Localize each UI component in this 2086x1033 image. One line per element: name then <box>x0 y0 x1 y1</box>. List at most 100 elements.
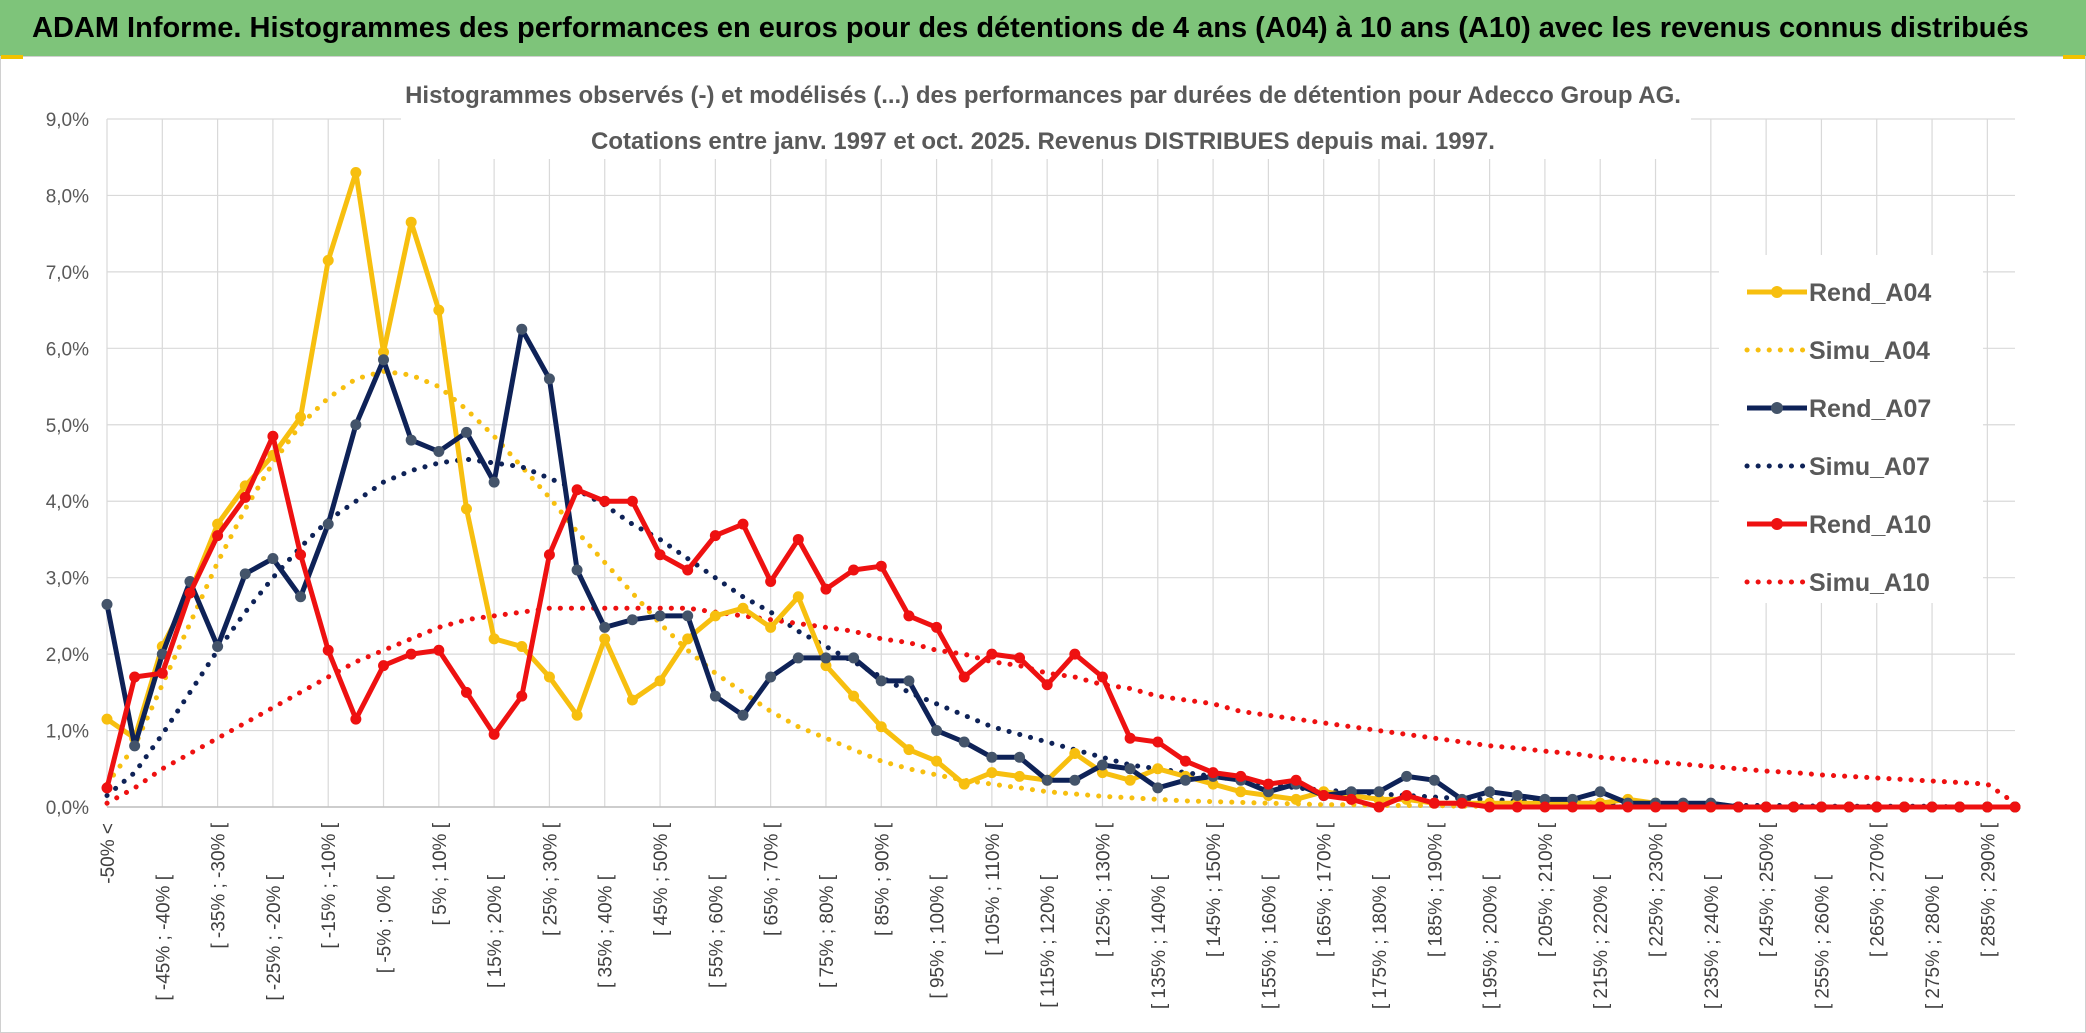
data-point <box>516 690 528 702</box>
corner-mark-left <box>1 55 23 59</box>
series-line <box>104 326 2018 810</box>
histogram-chart: 0,0% 1,0% 2,0% 3,0% 4,0% 5,0% 6,0% 7,0% 8,0% 9,0%… <box>46 79 2021 1009</box>
legend-label: Rend_A07 <box>1809 395 1931 423</box>
legend-marker <box>1771 402 1783 414</box>
legend-item-Rend_A07: Rend_A07 <box>1747 395 1931 423</box>
data-point <box>765 575 777 587</box>
data-point <box>765 671 777 683</box>
y-tick-label: 3,0% <box>46 569 89 590</box>
data-point <box>516 323 528 335</box>
data-point <box>1069 648 1081 660</box>
data-point <box>212 530 224 542</box>
banner-title: ADAM Informe. Histogrammes des performan… <box>0 0 2086 56</box>
data-point <box>1650 801 1662 813</box>
x-tick-label: [ 235% ; 240% [ <box>1702 874 1723 1009</box>
data-point <box>239 491 251 503</box>
data-point <box>1732 801 1744 813</box>
data-point <box>903 610 915 622</box>
x-tick-label: [ 255% ; 260% [ <box>1812 874 1833 1009</box>
data-point <box>848 690 860 702</box>
data-point <box>184 587 196 599</box>
chart-title-background <box>401 79 1691 159</box>
data-point <box>986 751 998 763</box>
data-point <box>101 598 113 610</box>
data-point <box>1484 801 1496 813</box>
data-point <box>1511 790 1523 802</box>
data-point <box>958 778 970 790</box>
data-point <box>378 354 390 366</box>
data-point <box>488 633 500 645</box>
data-point <box>1622 801 1634 813</box>
y-tick-label: 7,0% <box>46 263 89 284</box>
series-Simu_A07 <box>104 456 2018 810</box>
legend-item-Simu_A07: Simu_A07 <box>1744 453 1930 481</box>
data-point <box>1124 732 1136 744</box>
x-tick-label: [ 85% ; 90% [ <box>872 822 893 936</box>
x-tick-label: [ 15% ; 20% [ <box>485 874 506 988</box>
data-point <box>931 725 943 737</box>
data-point <box>1345 793 1357 805</box>
chart-title-line-1: Histogrammes observés (-) et modélisés (… <box>405 82 1681 109</box>
legend-label: Rend_A04 <box>1809 279 1931 307</box>
legend-item-Rend_A04: Rend_A04 <box>1747 279 1931 307</box>
x-tick-label: [ 135% ; 140% [ <box>1149 874 1170 1009</box>
x-tick-label: [ 45% ; 50% [ <box>651 822 672 936</box>
y-tick-label: 8,0% <box>46 186 89 207</box>
x-tick-label: [ 5% ; 10% [ <box>430 822 451 925</box>
data-point <box>737 709 749 721</box>
legend-label: Simu_A10 <box>1809 569 1930 597</box>
data-point <box>405 434 417 446</box>
data-point <box>1152 763 1164 775</box>
x-tick-label: [ 185% ; 190% [ <box>1425 822 1446 957</box>
data-point <box>460 503 472 515</box>
data-point <box>903 744 915 756</box>
data-point <box>295 549 307 561</box>
data-point <box>1705 801 1717 813</box>
data-point <box>1484 786 1496 798</box>
chart-title-line-2: Cotations entre janv. 1997 et oct. 2025.… <box>591 128 1495 155</box>
data-point <box>1843 801 1855 813</box>
legend: Rend_A04 Simu_A04 Rend_A07 Simu_A07 Rend_A10… <box>1744 279 1931 597</box>
data-point <box>654 549 666 561</box>
data-point <box>958 671 970 683</box>
y-tick-labels: 0,0% 1,0% 2,0% 3,0% 4,0% 5,0% 6,0% 7,0% 8,0% 9,0% <box>46 110 89 819</box>
data-point <box>626 495 638 507</box>
data-point <box>543 373 555 385</box>
data-point <box>2009 801 2021 813</box>
data-point <box>1124 763 1136 775</box>
corner-mark-right <box>2063 55 2085 59</box>
data-point <box>1152 782 1164 794</box>
x-tick-label: [ 275% ; 280% [ <box>1923 874 1944 1009</box>
data-point <box>1401 770 1413 782</box>
x-tick-label: [ 265% ; 270% [ <box>1868 822 1889 957</box>
data-point <box>1318 790 1330 802</box>
x-tick-label: [ 125% ; 130% [ <box>1093 822 1114 957</box>
series-line <box>104 605 2018 806</box>
legend-item-Simu_A04: Simu_A04 <box>1744 337 1930 365</box>
data-point <box>322 518 334 530</box>
x-tick-label: [ 75% ; 80% [ <box>817 874 838 988</box>
x-tick-label: [ 115% ; 120% [ <box>1038 874 1059 1007</box>
data-point <box>433 304 445 316</box>
y-tick-label: 5,0% <box>46 416 89 437</box>
data-point <box>626 614 638 626</box>
data-point <box>1401 790 1413 802</box>
data-point <box>1567 801 1579 813</box>
data-point <box>737 518 749 530</box>
x-tick-label: [ 65% ; 70% [ <box>762 822 783 936</box>
data-point <box>709 530 721 542</box>
data-point <box>101 713 113 725</box>
data-point <box>1511 801 1523 813</box>
legend-marker <box>1771 518 1783 530</box>
y-tick-label: 1,0% <box>46 722 89 743</box>
x-tick-label: [ -15% ; -10% [ <box>319 822 340 948</box>
series-Rend_A10 <box>101 430 2021 813</box>
x-tick-label: [ 215% ; 220% [ <box>1591 874 1612 1009</box>
data-point <box>378 660 390 672</box>
legend-label: Simu_A04 <box>1809 337 1930 365</box>
data-point <box>460 426 472 438</box>
data-point <box>1373 786 1385 798</box>
data-point <box>1815 801 1827 813</box>
data-point <box>709 610 721 622</box>
y-tick-label: 0,0% <box>46 798 89 819</box>
